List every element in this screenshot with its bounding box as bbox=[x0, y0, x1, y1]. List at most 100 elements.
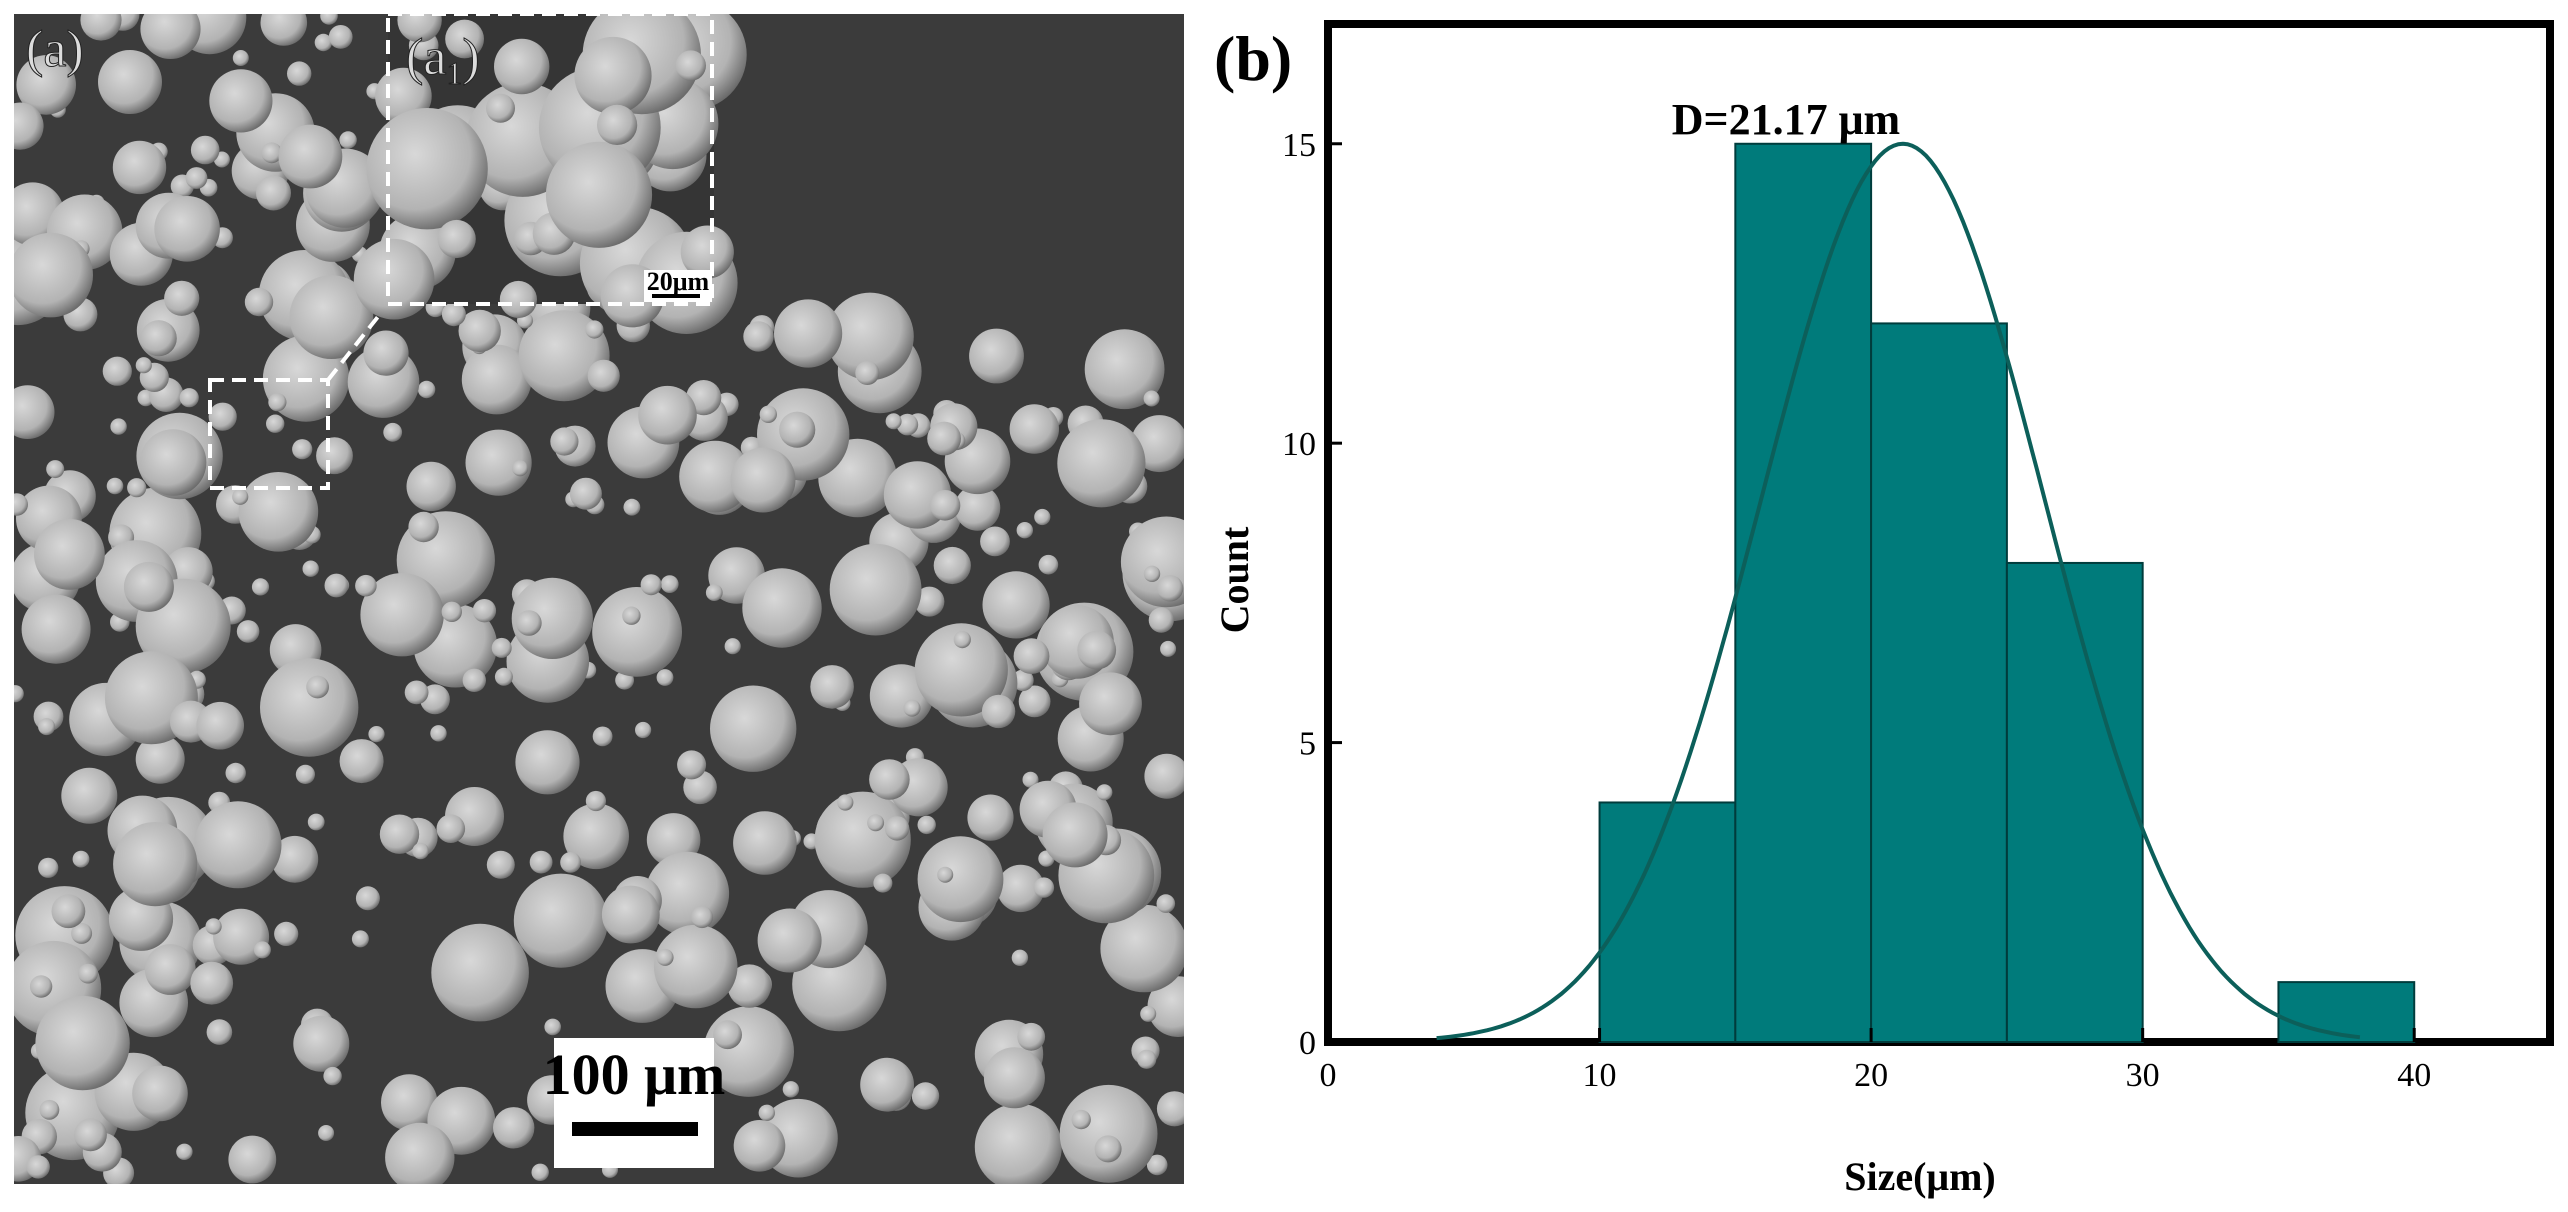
particle bbox=[592, 726, 613, 747]
particle bbox=[743, 321, 774, 352]
particle bbox=[74, 1118, 107, 1152]
particle bbox=[244, 287, 274, 317]
particle bbox=[1144, 753, 1184, 799]
particle bbox=[494, 667, 513, 686]
sem-image-panel: 20μm 100 μm (a) (a1) bbox=[14, 14, 1184, 1184]
particle bbox=[914, 586, 945, 617]
particle bbox=[132, 1065, 188, 1122]
particle bbox=[366, 108, 488, 230]
particle bbox=[194, 801, 282, 889]
particle bbox=[937, 866, 954, 883]
y-tick-label: 10 bbox=[1282, 426, 1316, 463]
particle bbox=[679, 440, 751, 513]
particle bbox=[353, 238, 435, 320]
particle bbox=[638, 385, 697, 445]
particle bbox=[885, 413, 902, 430]
particle bbox=[71, 922, 93, 944]
particle bbox=[691, 906, 713, 929]
particle bbox=[14, 102, 44, 150]
particle bbox=[954, 485, 1001, 531]
particle bbox=[251, 578, 270, 596]
particle bbox=[38, 718, 56, 736]
particle bbox=[225, 762, 246, 784]
particle bbox=[179, 388, 199, 408]
particle bbox=[458, 309, 501, 353]
normal-fit-curve bbox=[1436, 141, 2361, 1041]
particle bbox=[437, 219, 476, 259]
particle bbox=[656, 948, 674, 966]
particle bbox=[316, 437, 353, 475]
particle bbox=[1038, 554, 1059, 575]
particle bbox=[21, 594, 91, 664]
particle bbox=[320, 14, 338, 25]
particle bbox=[123, 561, 174, 612]
particle bbox=[436, 814, 466, 843]
particle bbox=[287, 61, 312, 86]
particle bbox=[260, 14, 308, 46]
particle bbox=[406, 461, 456, 512]
particle bbox=[208, 402, 237, 431]
particle bbox=[713, 1020, 742, 1050]
particle bbox=[494, 38, 550, 95]
particle bbox=[431, 923, 529, 1022]
particle bbox=[253, 941, 271, 959]
particle bbox=[302, 560, 319, 577]
inset-a1-label-close: ) bbox=[462, 29, 479, 86]
particle bbox=[1057, 419, 1146, 508]
particle bbox=[710, 685, 797, 772]
particle bbox=[680, 225, 734, 279]
particle bbox=[355, 886, 380, 911]
y-tick-label: 15 bbox=[1282, 127, 1316, 164]
inset-border bbox=[386, 14, 714, 306]
particle bbox=[660, 575, 679, 593]
particle bbox=[914, 623, 1008, 717]
particle bbox=[623, 498, 641, 516]
particle bbox=[196, 701, 244, 750]
particle bbox=[383, 422, 403, 442]
particle bbox=[238, 472, 319, 552]
particle bbox=[135, 357, 152, 374]
particle bbox=[80, 14, 122, 41]
particle bbox=[472, 599, 497, 623]
particle bbox=[486, 93, 515, 123]
particle bbox=[110, 418, 127, 435]
particle bbox=[544, 1018, 561, 1036]
particle bbox=[127, 478, 147, 498]
particle bbox=[16, 55, 76, 115]
particle bbox=[513, 873, 608, 968]
particle bbox=[855, 361, 880, 385]
particle bbox=[810, 665, 854, 709]
particle bbox=[903, 699, 921, 717]
particle bbox=[351, 930, 369, 948]
particle bbox=[757, 908, 822, 973]
x-tick-label: 10 bbox=[1583, 1057, 1617, 1094]
particle bbox=[274, 921, 299, 947]
particle bbox=[51, 894, 86, 929]
particle bbox=[733, 811, 797, 875]
particle bbox=[271, 835, 319, 883]
particle bbox=[1012, 669, 1034, 692]
particle bbox=[14, 385, 55, 439]
particle bbox=[733, 1120, 786, 1172]
histogram-bar-3 bbox=[1870, 322, 2008, 1044]
inset-a1: 20μm bbox=[353, 14, 747, 334]
particle bbox=[38, 857, 59, 878]
particle bbox=[826, 292, 914, 381]
particle bbox=[289, 275, 374, 359]
particle bbox=[601, 885, 660, 944]
particle bbox=[35, 995, 130, 1091]
inset-particles bbox=[353, 14, 747, 334]
particle bbox=[278, 124, 343, 189]
particle bbox=[782, 1081, 800, 1098]
particle bbox=[26, 1155, 50, 1179]
axes: 0 10 20 30 40 0 5 10 15 bbox=[1282, 127, 2431, 1094]
particle bbox=[550, 427, 579, 456]
particle bbox=[677, 750, 707, 780]
particle bbox=[997, 864, 1045, 913]
particle bbox=[236, 620, 260, 643]
main-scale: 100 μm bbox=[543, 1038, 725, 1168]
particle bbox=[292, 439, 313, 460]
inset-a1-label-main: (a bbox=[406, 29, 446, 86]
particle bbox=[1017, 1022, 1046, 1051]
particle bbox=[869, 759, 910, 800]
